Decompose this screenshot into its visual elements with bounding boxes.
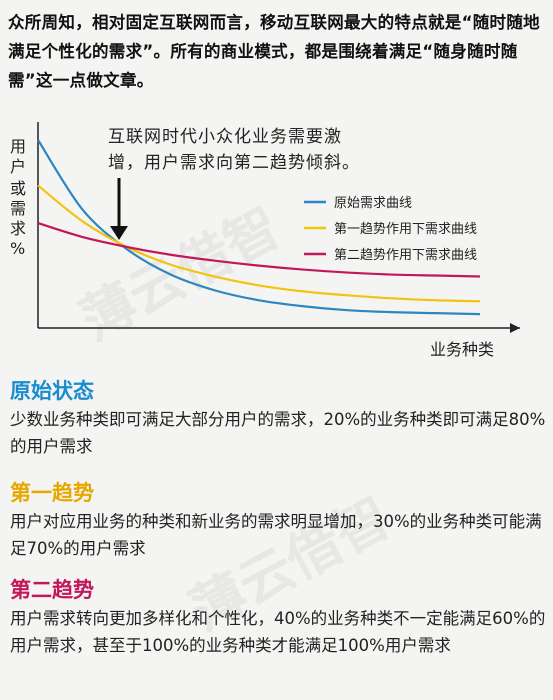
y-axis-label-char: 需 — [10, 199, 26, 218]
section-first-trend: 第一趋势 用户对应用业务的种类和新业务的需求明显增加，30%的业务种类可能满足7… — [10, 478, 548, 562]
series-second-trend-line — [37, 222, 481, 278]
section-original: 原始状态 少数业务种类即可满足大部分用户的需求，20%的业务种类即可满足80%的… — [10, 376, 548, 460]
section-title-first-trend: 第一趋势 — [10, 481, 94, 505]
y-axis-label-char: % — [10, 239, 25, 258]
legend-label: 原始需求曲线 — [334, 196, 412, 211]
annotation-arrow-head — [110, 226, 128, 240]
section-body-original: 少数业务种类即可满足大部分用户的需求，20%的业务种类即可满足80%的用户需求 — [10, 410, 546, 456]
y-axis-label-char: 求 — [10, 219, 26, 238]
intro-paragraph: 众所周知，相对固定互联网而言，移动互联网最大的特点就是“随时随地满足个性化的需求… — [8, 13, 540, 90]
section-second-trend: 第二趋势 用户需求转向更加多样化和个性化，40%的业务种类不一定能满足60%的用… — [10, 575, 548, 659]
y-axis-label-char: 户 — [10, 157, 26, 176]
x-axis-label: 业务种类 — [430, 340, 494, 359]
annotation-line: 互联网时代小众化业务需要激 — [108, 127, 342, 147]
section-body-second-trend: 用户需求转向更加多样化和个性化，40%的业务种类不一定能满足60%的用户需求，甚… — [10, 609, 546, 655]
demand-chart: 用户或需求% 业务种类 互联网时代小众化业务需要激 增，用户需求向第二趋势倾斜。原始需… — [0, 110, 553, 372]
section-title-second-trend: 第二趋势 — [10, 578, 94, 602]
legend-label: 第一趋势作用下需求曲线 — [334, 221, 477, 237]
section-body-first-trend: 用户对应用业务的种类和新业务的需求明显增加，30%的业务种类可能满足70%的用户… — [10, 512, 542, 558]
legend-label: 第二趋势作用下需求曲线 — [334, 247, 477, 263]
series-original-line — [37, 139, 481, 316]
y-axis-label-char: 或 — [10, 179, 26, 198]
x-axis-arrow — [510, 323, 520, 333]
annotation-line: 增，用户需求向第二趋势倾斜。 — [108, 153, 360, 173]
series-first-trend-line — [37, 184, 481, 303]
y-axis-label-char: 用 — [10, 137, 26, 156]
section-title-original: 原始状态 — [10, 379, 94, 403]
